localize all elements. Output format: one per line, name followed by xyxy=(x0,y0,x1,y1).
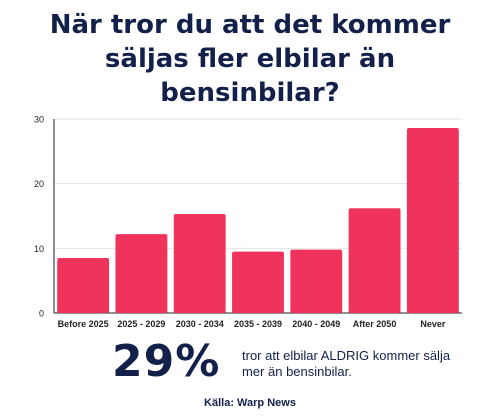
title-line-3: bensinbilar? xyxy=(160,78,340,108)
y-tick-label: 20 xyxy=(34,179,44,189)
source-credit: Källa: Warp News xyxy=(204,397,296,409)
highlight-percentage: 29% xyxy=(112,336,221,387)
x-tick-label: Before 2025 xyxy=(58,319,109,329)
bar xyxy=(57,258,110,313)
bar xyxy=(406,128,459,313)
y-tick-label: 0 xyxy=(39,309,44,319)
bar xyxy=(232,251,284,313)
x-tick-label: Never xyxy=(420,319,446,329)
bar xyxy=(173,214,226,313)
bar xyxy=(115,234,168,313)
bar xyxy=(348,208,401,313)
x-tick-label: After 2050 xyxy=(353,319,397,329)
chart-title: När tror du att det kommer säljas fler e… xyxy=(0,8,500,110)
x-tick-label: 2040 - 2049 xyxy=(292,319,340,329)
x-tick-label: 2035 - 2039 xyxy=(234,319,282,329)
bar xyxy=(290,249,343,313)
y-tick-label: 10 xyxy=(34,244,44,254)
title-line-1: När tror du att det kommer xyxy=(49,10,451,40)
y-tick-label: 30 xyxy=(34,115,44,125)
x-tick-label: 2025 - 2029 xyxy=(117,319,165,329)
title-line-2: säljas fler elbilar än xyxy=(104,44,396,74)
highlight-description: tror att elbilar ALDRIG kommer sälja mer… xyxy=(242,348,451,379)
x-tick-label: 2030 - 2034 xyxy=(176,319,224,329)
